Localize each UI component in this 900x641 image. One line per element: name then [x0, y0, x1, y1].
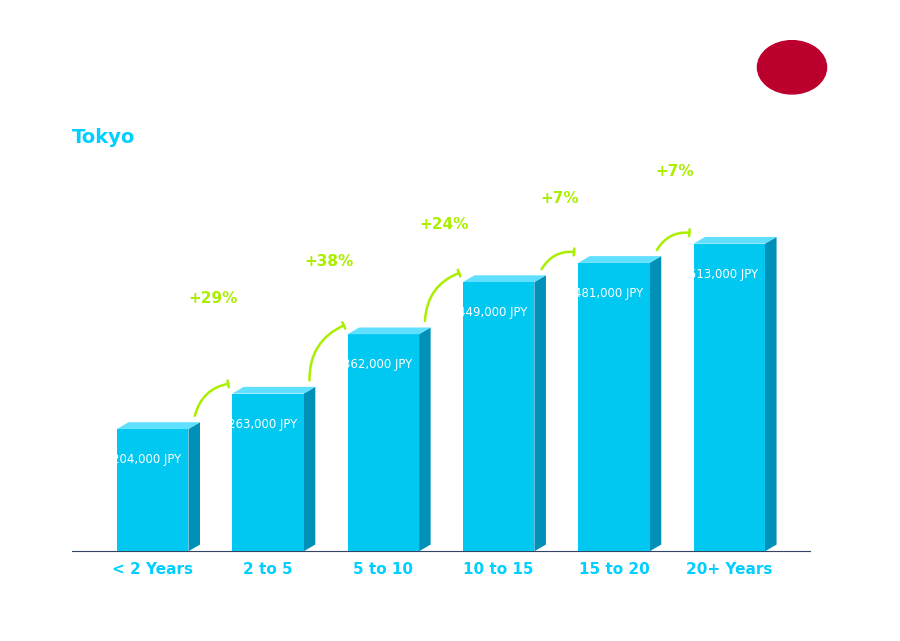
Text: salaryexplorer.com: salaryexplorer.com	[377, 610, 523, 625]
Bar	[463, 282, 535, 551]
Polygon shape	[419, 328, 430, 551]
Text: +29%: +29%	[189, 291, 238, 306]
Polygon shape	[347, 328, 430, 334]
Text: 362,000 JPY: 362,000 JPY	[343, 358, 412, 371]
Polygon shape	[578, 256, 662, 263]
Text: 513,000 JPY: 513,000 JPY	[689, 268, 758, 281]
Polygon shape	[188, 422, 200, 551]
Circle shape	[758, 40, 826, 94]
Text: +7%: +7%	[655, 165, 694, 179]
Bar	[232, 394, 304, 551]
Text: 263,000 JPY: 263,000 JPY	[228, 418, 297, 431]
Text: Tokyo: Tokyo	[72, 128, 135, 147]
Polygon shape	[535, 276, 546, 551]
Text: Commercial and Industrial Designer: Commercial and Industrial Designer	[72, 77, 422, 96]
Polygon shape	[650, 256, 662, 551]
Bar	[347, 334, 419, 551]
Polygon shape	[463, 276, 546, 282]
Text: +38%: +38%	[304, 254, 353, 269]
Polygon shape	[694, 237, 777, 244]
Text: Salary Comparison By Experience: Salary Comparison By Experience	[72, 32, 598, 60]
Bar	[694, 244, 765, 551]
Text: 481,000 JPY: 481,000 JPY	[573, 287, 643, 300]
Text: 449,000 JPY: 449,000 JPY	[458, 306, 527, 319]
Polygon shape	[304, 387, 315, 551]
Bar	[117, 429, 188, 551]
Bar	[578, 263, 650, 551]
Text: +7%: +7%	[540, 190, 579, 206]
Text: +24%: +24%	[419, 217, 469, 231]
Polygon shape	[232, 387, 315, 394]
Text: salary: salary	[367, 610, 419, 625]
Text: 204,000 JPY: 204,000 JPY	[112, 453, 182, 466]
Text: Average Monthly Salary: Average Monthly Salary	[868, 299, 878, 432]
Polygon shape	[765, 237, 777, 551]
Polygon shape	[117, 422, 200, 429]
